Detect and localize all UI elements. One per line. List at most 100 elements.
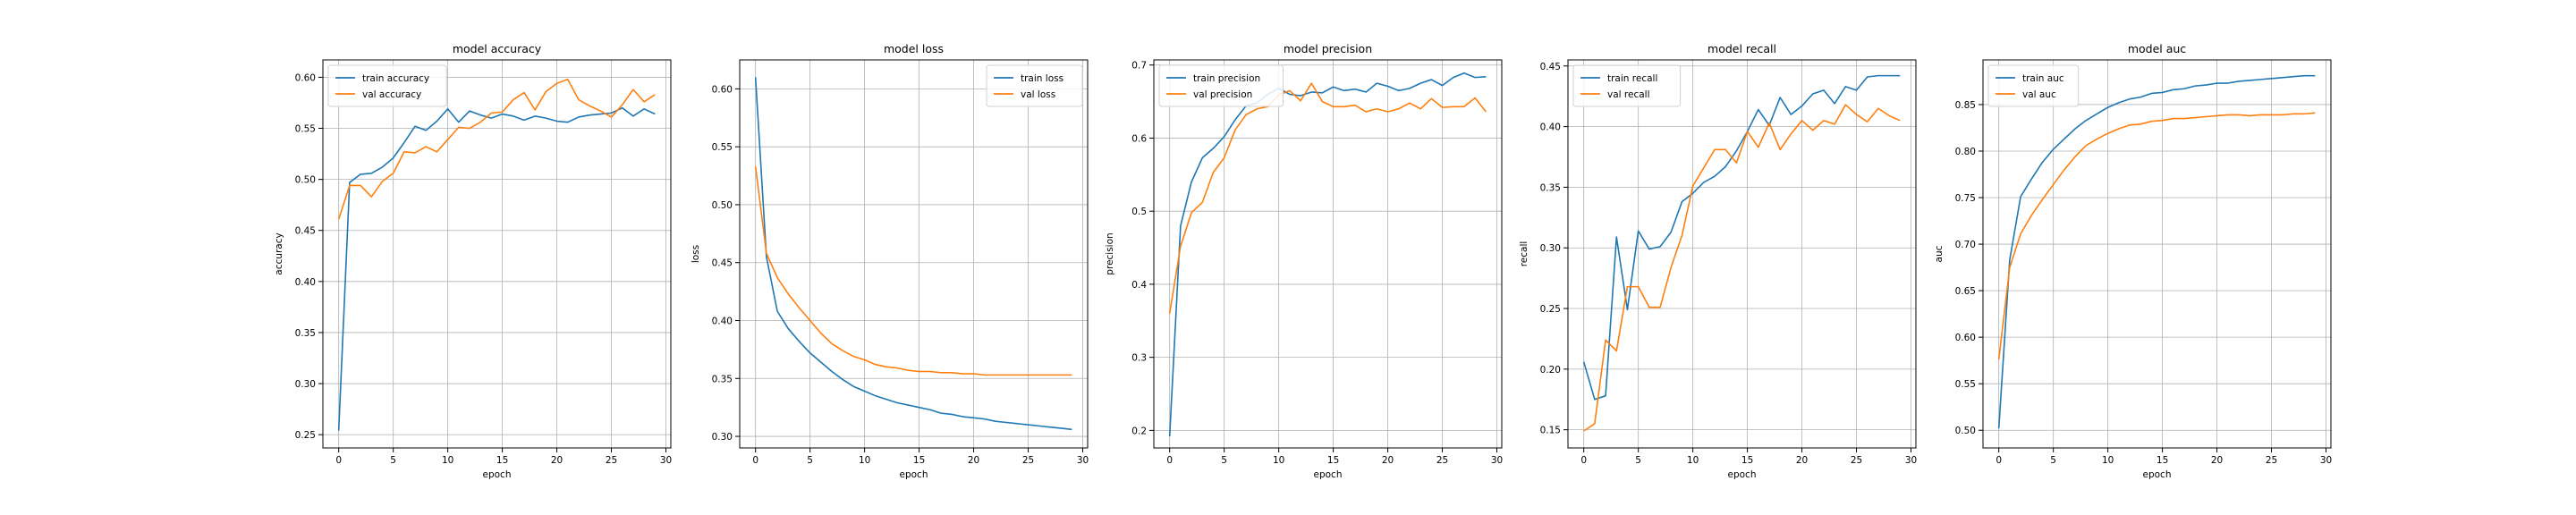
x-tick-label: 15 — [913, 455, 925, 466]
y-tick-label: 0.7 — [1131, 61, 1147, 72]
y-tick-label: 0.40 — [1540, 122, 1561, 133]
chart-3: 0 5 10 15 20 25 30 0.15 0.20 0.25 0.30 0.35 0.40 0.45… — [1519, 42, 1917, 480]
legend-label: train auc — [2022, 73, 2064, 84]
chart-2: 0 5 10 15 20 25 30 0.2 0.3 0.4 0.5 0.6 0.7 model prec… — [1105, 42, 1503, 480]
series-line-val-recall — [1583, 104, 1901, 432]
x-tick-label: 5 — [1221, 455, 1227, 466]
x-tick-label: 25 — [1022, 455, 1034, 466]
y-tick-label: 0.35 — [295, 328, 316, 339]
y-tick-label: 0.65 — [1955, 286, 1976, 297]
legend-label: val auc — [2022, 89, 2056, 100]
legend-box — [1572, 64, 1682, 107]
legend: train auc val auc — [1987, 64, 2080, 107]
y-tick-label: 0.60 — [712, 84, 733, 95]
x-tick-label: 20 — [551, 455, 563, 466]
x-tick-label: 15 — [1327, 455, 1339, 466]
x-axis-label: epoch — [1728, 469, 1757, 480]
series-line-val-loss — [754, 166, 1072, 376]
series-line-train-auc — [1997, 74, 2316, 429]
y-axis-label: loss — [691, 245, 701, 263]
legend: train accuracy val accuracy — [327, 64, 447, 107]
y-tick-label: 0.4 — [1131, 280, 1147, 291]
axes-frame — [1982, 59, 2332, 449]
x-tick-label: 0 — [335, 455, 342, 466]
y-tick-label: 0.50 — [295, 175, 316, 186]
y-tick-label: 0.20 — [1540, 365, 1561, 376]
x-tick-label: 15 — [496, 455, 508, 466]
x-tick-label: 15 — [2157, 455, 2168, 466]
y-tick-label: 0.35 — [712, 374, 733, 384]
legend-box — [1158, 64, 1284, 107]
x-tick-label: 30 — [1905, 455, 1917, 466]
legend-label: val precision — [1193, 89, 1252, 100]
y-tick-label: 0.5 — [1131, 207, 1147, 217]
y-tick-label: 0.45 — [1540, 62, 1561, 72]
y-tick-label: 0.2 — [1131, 426, 1147, 436]
x-tick-label: 15 — [1741, 455, 1753, 466]
legend: train recall val recall — [1572, 64, 1682, 107]
y-tick-label: 0.55 — [712, 142, 733, 153]
y-axis-label: recall — [1519, 241, 1530, 267]
x-tick-label: 10 — [859, 455, 870, 466]
y-tick-label: 0.50 — [1955, 426, 1976, 436]
y-tick-label: 0.55 — [295, 124, 316, 135]
series-line-val-precision — [1168, 82, 1487, 314]
x-tick-label: 5 — [2050, 455, 2056, 466]
x-axis-label: epoch — [483, 469, 512, 480]
legend-label: val loss — [1021, 89, 1055, 100]
legend-label: train precision — [1193, 73, 1260, 84]
chart-title: model loss — [884, 42, 944, 55]
y-tick-label: 0.30 — [712, 432, 733, 443]
x-axis-label: epoch — [900, 469, 928, 480]
x-tick-label: 30 — [2320, 455, 2332, 466]
x-tick-label: 20 — [2211, 455, 2223, 466]
legend-label: train recall — [1607, 73, 1657, 84]
y-tick-label: 0.15 — [1540, 426, 1561, 436]
x-tick-label: 10 — [442, 455, 453, 466]
x-tick-label: 10 — [1687, 455, 1699, 466]
y-tick-label: 0.25 — [1540, 304, 1561, 315]
y-axis-label: precision — [1105, 232, 1115, 274]
x-tick-label: 0 — [1580, 455, 1587, 466]
x-tick-label: 5 — [1635, 455, 1641, 466]
y-tick-label: 0.70 — [1955, 240, 1976, 250]
legend-label: val accuracy — [362, 89, 421, 100]
series-line-train-precision — [1168, 72, 1487, 436]
y-tick-label: 0.85 — [1955, 100, 1976, 111]
series-line-val-auc — [1997, 112, 2316, 360]
y-tick-label: 0.80 — [1955, 147, 1976, 157]
y-axis-label: accuracy — [274, 232, 284, 274]
x-tick-label: 30 — [1491, 455, 1503, 466]
y-tick-label: 0.45 — [295, 226, 316, 237]
y-tick-label: 0.50 — [712, 200, 733, 211]
legend-box — [986, 64, 1083, 107]
legend-box — [327, 64, 447, 107]
series-line-train-accuracy — [337, 106, 656, 431]
y-tick-label: 0.60 — [1955, 333, 1976, 343]
axes-frame — [739, 59, 1089, 449]
x-axis-label: epoch — [1314, 469, 1343, 480]
y-tick-label: 0.45 — [712, 258, 733, 269]
x-tick-label: 30 — [1077, 455, 1089, 466]
x-tick-label: 10 — [1273, 455, 1284, 466]
x-tick-label: 30 — [660, 455, 672, 466]
y-tick-label: 0.25 — [295, 430, 316, 441]
x-tick-label: 20 — [1382, 455, 1394, 466]
series-line-train-loss — [754, 77, 1072, 431]
x-tick-label: 25 — [2266, 455, 2277, 466]
x-tick-label: 0 — [1166, 455, 1173, 466]
x-tick-label: 25 — [606, 455, 617, 466]
legend-label: val recall — [1607, 89, 1650, 100]
legend-label: train loss — [1021, 73, 1063, 84]
x-tick-label: 25 — [1436, 455, 1448, 466]
y-tick-label: 0.60 — [295, 72, 316, 83]
y-tick-label: 0.35 — [1540, 182, 1561, 193]
axes-frame — [1153, 59, 1503, 449]
x-tick-label: 10 — [2102, 455, 2114, 466]
y-tick-label: 0.55 — [1955, 379, 1976, 390]
x-axis-label: epoch — [2143, 469, 2172, 480]
axes-frame — [322, 59, 672, 449]
chart-4: 0 5 10 15 20 25 30 0.50 0.55 0.60 0.65 0.70 0.75 0.80… — [1934, 42, 2332, 480]
series-line-val-accuracy — [337, 78, 656, 220]
